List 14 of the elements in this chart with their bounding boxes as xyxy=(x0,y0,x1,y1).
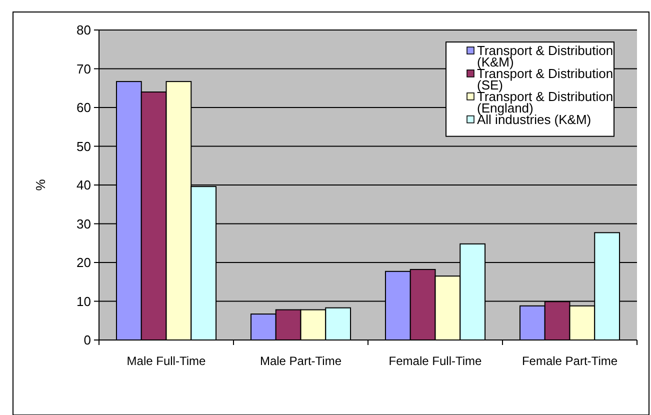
y-tick-label: 70 xyxy=(76,61,91,76)
y-axis-title: % xyxy=(33,178,48,191)
y-tick-label: 20 xyxy=(76,255,91,270)
y-tick-label: 50 xyxy=(76,138,91,154)
y-tick-label: 60 xyxy=(76,100,91,116)
y-tick-label: 80 xyxy=(76,22,91,38)
x-tick-label: Male Part-Time xyxy=(260,354,342,368)
y-tick-label: 0 xyxy=(84,332,91,348)
y-tick-label: 30 xyxy=(76,216,91,232)
x-tick-label: Female Full-Time xyxy=(388,354,482,368)
y-tick-label: 10 xyxy=(76,294,91,309)
x-tick-label: Female Part-Time xyxy=(522,354,618,368)
x-tick-label: Male Full-Time xyxy=(126,354,206,368)
y-tick-label: 40 xyxy=(76,178,91,193)
